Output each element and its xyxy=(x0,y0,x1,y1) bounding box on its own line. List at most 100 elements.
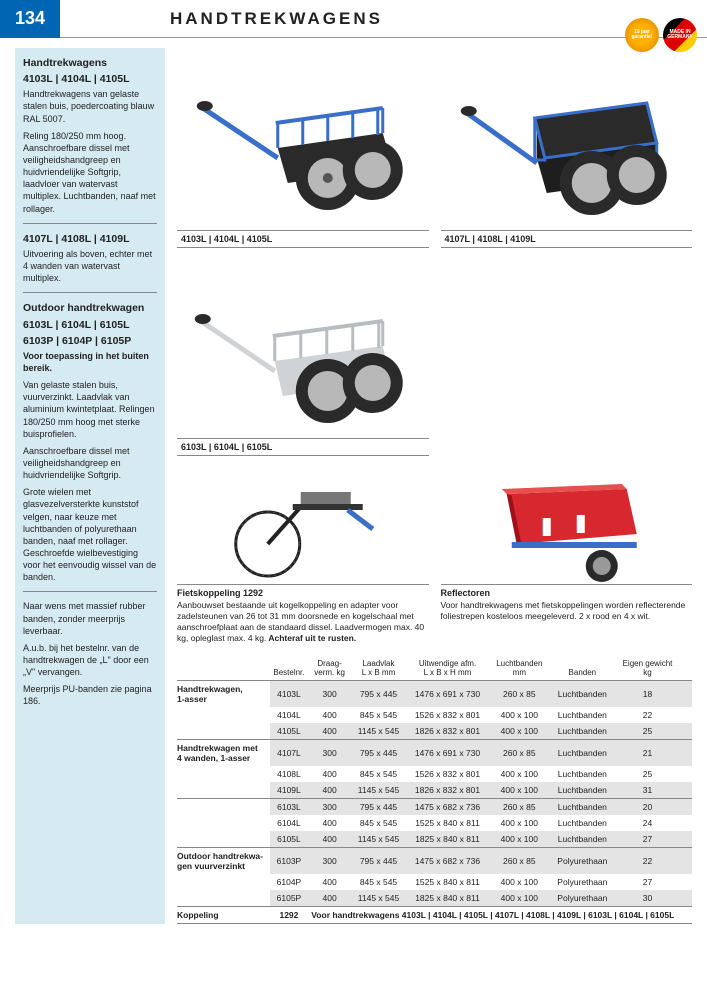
cell: 21 xyxy=(615,739,680,766)
group-label xyxy=(177,815,270,831)
cell: 4104L xyxy=(270,707,309,723)
cell: 4107L xyxy=(270,739,309,766)
cell: Luchtbanden xyxy=(550,766,615,782)
cell: 400 x 100 xyxy=(489,723,550,740)
group-label: Outdoor handtrekwa-gen vuurverzinkt xyxy=(177,847,270,874)
table-row: 6105L4001145 x 5451825 x 840 x 811400 x … xyxy=(177,831,692,848)
cell: 1145 x 545 xyxy=(351,723,406,740)
page-body: Handtrekwagens 4103L | 4104L | 4105L Han… xyxy=(0,38,707,932)
koppeling-nr: 1292 xyxy=(270,906,309,923)
spacer-cell xyxy=(680,680,692,707)
accessory-box: Fietskoppeling 1292 Aanbouwset bestaande… xyxy=(177,474,429,644)
cell: 20 xyxy=(615,798,680,815)
group-label: Handtrekwagen,1-asser xyxy=(177,680,270,707)
spacer-cell xyxy=(680,890,692,907)
cell: 1145 x 545 xyxy=(351,890,406,907)
cell: 400 xyxy=(308,766,351,782)
cell: 400 x 100 xyxy=(489,766,550,782)
cell: Luchtbanden xyxy=(550,782,615,799)
cell: 25 xyxy=(615,723,680,740)
spacer-cell xyxy=(680,874,692,890)
cell: 1525 x 840 x 811 xyxy=(406,874,489,890)
cell: 260 x 85 xyxy=(489,847,550,874)
spacer-cell xyxy=(680,798,692,815)
sidebar-models: 4103L | 4104L | 4105L xyxy=(23,72,157,86)
cell: 795 x 445 xyxy=(351,798,406,815)
cell: 795 x 445 xyxy=(351,680,406,707)
col-luchtbanden: Luchtbandenmm xyxy=(489,658,550,680)
group-label xyxy=(177,782,270,799)
cell: 1525 x 840 x 811 xyxy=(406,815,489,831)
cell: 400 xyxy=(308,723,351,740)
sidebar-text-bold: Voor toepassing in het buiten bereik. xyxy=(23,350,157,374)
cell: 1145 x 545 xyxy=(351,782,406,799)
cell: 400 xyxy=(308,831,351,848)
badges: 10 jaar garantie! MADE IN GERMANY xyxy=(625,18,697,52)
table-body: Handtrekwagen,1-asser4103L300795 x 44514… xyxy=(177,680,692,923)
table-row: 6105P4001145 x 5451825 x 840 x 811400 x … xyxy=(177,890,692,907)
accessory-image xyxy=(177,474,429,584)
accessory-title: Fietskoppeling 1292 xyxy=(177,584,429,598)
cell: 27 xyxy=(615,831,680,848)
col-uitwendige: Uitwendige afm.L x B x H mm xyxy=(406,658,489,680)
cell: 25 xyxy=(615,766,680,782)
main-content: 4103L | 4104L | 4105L xyxy=(177,48,692,924)
group-label xyxy=(177,766,270,782)
made-in-germany-badge-icon: MADE IN GERMANY xyxy=(663,18,697,52)
cell: 845 x 545 xyxy=(351,766,406,782)
col-draag: Draag-verm. kg xyxy=(308,658,351,680)
image-caption: 6103L | 6104L | 6105L xyxy=(177,438,429,456)
spacer xyxy=(441,266,693,456)
sidebar-text: Grote wielen met glasvezelversterkte kun… xyxy=(23,486,157,583)
cell: Luchtbanden xyxy=(550,723,615,740)
cell: Luchtbanden xyxy=(550,707,615,723)
product-image-box: 4103L | 4104L | 4105L xyxy=(177,48,429,248)
divider xyxy=(23,591,157,592)
cell: 22 xyxy=(615,707,680,723)
table-row: 6103L300795 x 4451475 x 682 x 736260 x 8… xyxy=(177,798,692,815)
group-label xyxy=(177,707,270,723)
cell: 22 xyxy=(615,847,680,874)
spacer-cell xyxy=(680,766,692,782)
product-image xyxy=(177,266,429,436)
spacer-cell xyxy=(680,739,692,766)
col-gewicht: Eigen gewichtkg xyxy=(615,658,680,680)
cell: 845 x 545 xyxy=(351,874,406,890)
sidebar-models: 4107L | 4108L | 4109L xyxy=(23,232,157,246)
col-laadvlak: LaadvlakL x B mm xyxy=(351,658,406,680)
cell: 1826 x 832 x 801 xyxy=(406,723,489,740)
sidebar-text: Van gelaste stalen buis, vuurverzinkt. L… xyxy=(23,379,157,440)
cell: 400 x 100 xyxy=(489,815,550,831)
cell: Luchtbanden xyxy=(550,739,615,766)
spacer-cell xyxy=(680,707,692,723)
cell: 30 xyxy=(615,890,680,907)
product-image-box: 6103L | 6104L | 6105L xyxy=(177,266,429,456)
cell: 845 x 545 xyxy=(351,815,406,831)
accessory-row: Fietskoppeling 1292 Aanbouwset bestaande… xyxy=(177,474,692,644)
cell: 400 x 100 xyxy=(489,890,550,907)
spacer-cell xyxy=(680,782,692,799)
image-caption: 4107L | 4108L | 4109L xyxy=(441,230,693,248)
accessory-box: Reflectoren Voor handtrekwagens met fiet… xyxy=(441,474,693,644)
accessory-text: Voor handtrekwagens met fietskoppelingen… xyxy=(441,600,693,622)
spacer-cell xyxy=(680,815,692,831)
handcart-open-icon xyxy=(177,48,429,228)
spec-table: Bestelnr. Draag-verm. kg LaadvlakL x B m… xyxy=(177,658,692,924)
product-image-row: 6103L | 6104L | 6105L xyxy=(177,266,692,456)
cell: 400 xyxy=(308,890,351,907)
cell: Polyurethaan xyxy=(550,890,615,907)
cell: 300 xyxy=(308,847,351,874)
divider xyxy=(23,223,157,224)
cell: 400 xyxy=(308,874,351,890)
spacer-cell xyxy=(680,831,692,848)
cell: 400 x 100 xyxy=(489,874,550,890)
product-image-box: 4107L | 4108L | 4109L xyxy=(441,48,693,248)
spacer-cell xyxy=(680,847,692,874)
reflector-cart-icon xyxy=(441,474,693,584)
cell: 400 x 100 xyxy=(489,707,550,723)
group-label: Handtrekwagen met4 wanden, 1-asser xyxy=(177,739,270,766)
sidebar-models: 6103L | 6104L | 6105L xyxy=(23,318,157,332)
product-image xyxy=(177,48,429,228)
cell: 300 xyxy=(308,680,351,707)
cell: 4108L xyxy=(270,766,309,782)
